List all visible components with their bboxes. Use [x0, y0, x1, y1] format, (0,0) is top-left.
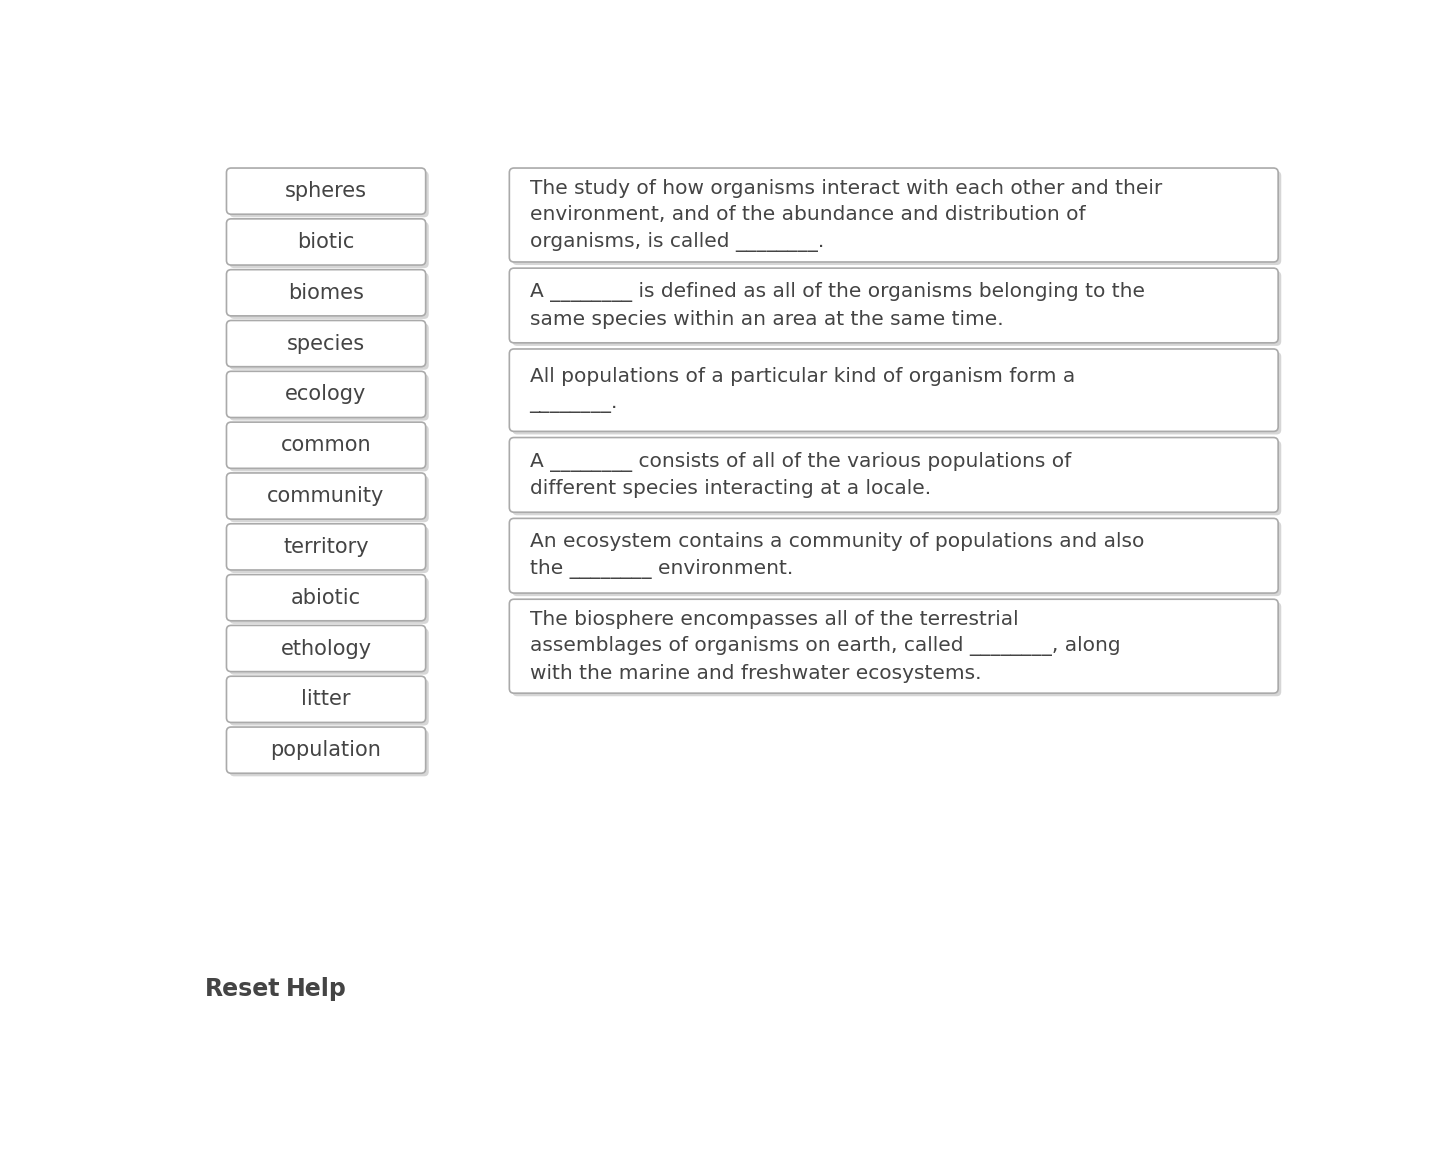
FancyBboxPatch shape	[512, 271, 1281, 346]
Text: territory: territory	[283, 537, 369, 557]
FancyBboxPatch shape	[509, 437, 1278, 512]
FancyBboxPatch shape	[509, 348, 1278, 431]
FancyBboxPatch shape	[230, 629, 429, 675]
FancyBboxPatch shape	[512, 521, 1281, 596]
Text: population: population	[270, 741, 382, 760]
Text: A ________ is defined as all of the organisms belonging to the
same species with: A ________ is defined as all of the orga…	[529, 282, 1144, 329]
FancyBboxPatch shape	[227, 575, 425, 621]
Text: A ________ consists of all of the various populations of
different species inter: A ________ consists of all of the variou…	[529, 452, 1070, 498]
Text: biomes: biomes	[288, 283, 364, 302]
FancyBboxPatch shape	[227, 422, 425, 468]
Text: spheres: spheres	[285, 182, 367, 201]
FancyBboxPatch shape	[227, 523, 425, 570]
FancyBboxPatch shape	[227, 168, 425, 214]
FancyBboxPatch shape	[227, 218, 425, 264]
FancyBboxPatch shape	[230, 527, 429, 573]
Text: litter: litter	[301, 689, 351, 710]
FancyBboxPatch shape	[509, 519, 1278, 593]
FancyBboxPatch shape	[509, 268, 1278, 343]
FancyBboxPatch shape	[230, 171, 429, 217]
Text: Help: Help	[286, 976, 347, 1000]
FancyBboxPatch shape	[230, 476, 429, 522]
FancyBboxPatch shape	[512, 352, 1281, 435]
FancyBboxPatch shape	[227, 371, 425, 417]
Text: abiotic: abiotic	[291, 588, 362, 607]
FancyBboxPatch shape	[230, 577, 429, 623]
Text: community: community	[268, 486, 385, 506]
FancyBboxPatch shape	[230, 222, 429, 268]
FancyBboxPatch shape	[230, 273, 429, 319]
FancyBboxPatch shape	[509, 599, 1278, 693]
FancyBboxPatch shape	[227, 727, 425, 773]
FancyBboxPatch shape	[227, 269, 425, 316]
FancyBboxPatch shape	[230, 426, 429, 472]
FancyBboxPatch shape	[230, 680, 429, 726]
Text: species: species	[286, 334, 366, 353]
Text: All populations of a particular kind of organism form a
________.: All populations of a particular kind of …	[529, 367, 1074, 413]
Text: ecology: ecology	[285, 384, 367, 405]
Text: An ecosystem contains a community of populations and also
the ________ environme: An ecosystem contains a community of pop…	[529, 532, 1144, 578]
FancyBboxPatch shape	[512, 440, 1281, 515]
FancyBboxPatch shape	[230, 323, 429, 370]
FancyBboxPatch shape	[227, 626, 425, 672]
FancyBboxPatch shape	[512, 171, 1281, 264]
FancyBboxPatch shape	[227, 676, 425, 722]
Text: common: common	[281, 435, 372, 455]
Text: The study of how organisms interact with each other and their
environment, and o: The study of how organisms interact with…	[529, 178, 1161, 252]
FancyBboxPatch shape	[227, 473, 425, 519]
Text: biotic: biotic	[298, 232, 354, 252]
Text: ethology: ethology	[281, 638, 372, 659]
FancyBboxPatch shape	[230, 730, 429, 776]
FancyBboxPatch shape	[227, 321, 425, 367]
FancyBboxPatch shape	[230, 375, 429, 421]
Text: The biosphere encompasses all of the terrestrial
assemblages of organisms on ear: The biosphere encompasses all of the ter…	[529, 610, 1121, 683]
FancyBboxPatch shape	[512, 603, 1281, 696]
Text: Reset: Reset	[205, 976, 281, 1000]
FancyBboxPatch shape	[509, 168, 1278, 262]
